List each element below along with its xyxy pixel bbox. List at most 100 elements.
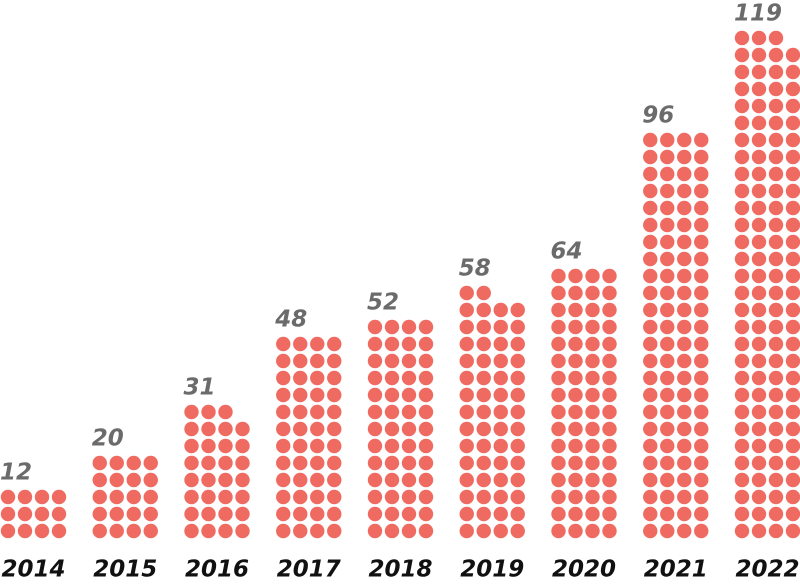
dot: [734, 455, 750, 471]
dot: [751, 149, 767, 165]
dot: [109, 506, 124, 522]
dot: [643, 387, 658, 403]
dot: [785, 217, 800, 233]
dot: [643, 523, 658, 539]
dot: [551, 523, 566, 539]
dot: [276, 438, 291, 454]
dot: [510, 421, 525, 437]
dot: [459, 523, 474, 539]
dot: [551, 319, 566, 335]
dot: [184, 421, 199, 437]
dot: [551, 336, 566, 352]
dot: [660, 251, 675, 267]
dot: [751, 285, 767, 301]
dot: [785, 387, 800, 403]
x-tick-label: 2022: [735, 557, 799, 583]
dot: [694, 455, 709, 471]
dot: [734, 30, 750, 46]
dot: [384, 489, 400, 505]
dot: [734, 234, 750, 250]
dot: [660, 200, 675, 216]
dot: [418, 336, 434, 352]
dot: [785, 302, 800, 318]
dot: [384, 506, 400, 522]
dot: [327, 353, 342, 369]
dot: [785, 115, 800, 131]
dot: [276, 387, 291, 403]
dot: [510, 438, 525, 454]
dot: [785, 523, 800, 539]
dot: [568, 268, 583, 284]
dot: [551, 438, 566, 454]
dot: [276, 455, 291, 471]
dot: [751, 81, 767, 97]
dot: [643, 234, 658, 250]
dot: [568, 302, 583, 318]
dot: [510, 455, 525, 471]
dot: [751, 217, 767, 233]
dot: [768, 64, 784, 80]
dot: [785, 98, 800, 114]
dot: [734, 472, 750, 488]
dot: [660, 472, 675, 488]
x-tick-label: 2015: [93, 557, 157, 583]
dot: [643, 251, 658, 267]
dot: [677, 319, 692, 335]
dot: [551, 285, 566, 301]
dot: [143, 506, 158, 522]
dot: [218, 404, 233, 420]
dot: [643, 336, 658, 352]
dot: [34, 523, 50, 539]
dot: [694, 166, 709, 182]
dot: [401, 336, 417, 352]
dot: [418, 421, 434, 437]
dot: [293, 353, 308, 369]
dot: [418, 353, 434, 369]
dot: [418, 319, 434, 335]
dot: [551, 472, 566, 488]
dot: [459, 421, 474, 437]
dot: [568, 404, 583, 420]
dot: [551, 353, 566, 369]
value-label: 52: [367, 290, 399, 316]
dot: [768, 523, 784, 539]
dot: [585, 319, 600, 335]
dot: [643, 302, 658, 318]
dot: [310, 455, 325, 471]
dot: [459, 353, 474, 369]
dot: [677, 285, 692, 301]
dot: [660, 438, 675, 454]
dot: [768, 217, 784, 233]
dot: [643, 489, 658, 505]
dot: [235, 472, 250, 488]
dot: [660, 302, 675, 318]
x-tick-label: 2017: [277, 557, 341, 583]
dot: [384, 421, 400, 437]
dot: [493, 336, 508, 352]
dot: [201, 489, 216, 505]
dot: [768, 455, 784, 471]
dot: [34, 489, 50, 505]
dot: [751, 489, 767, 505]
dot: [751, 183, 767, 199]
value-label: 31: [184, 375, 216, 401]
dot: [293, 523, 308, 539]
dot: [585, 302, 600, 318]
dot: [602, 455, 617, 471]
dot: [660, 149, 675, 165]
dot: [677, 132, 692, 148]
dot: [602, 319, 617, 335]
dot: [785, 438, 800, 454]
dot: [367, 336, 383, 352]
dot: [660, 404, 675, 420]
dot: [734, 64, 750, 80]
dot: [768, 268, 784, 284]
dot: [310, 353, 325, 369]
dot: [384, 387, 400, 403]
dot: [643, 438, 658, 454]
dot: [0, 489, 16, 505]
dot: [367, 370, 383, 386]
dot: [751, 387, 767, 403]
dot: [768, 166, 784, 182]
dot: [0, 523, 16, 539]
